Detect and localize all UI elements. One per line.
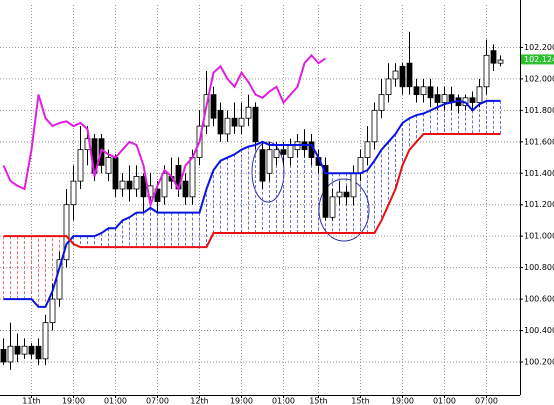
- y-tick-label: 100.400: [524, 326, 554, 335]
- candle-body: [441, 94, 448, 103]
- x-tick-label: 19:00: [391, 397, 414, 405]
- candle-body: [105, 157, 112, 174]
- y-tick-label: 100.800: [524, 263, 554, 272]
- candle-body: [350, 172, 357, 198]
- candle-body: [70, 180, 77, 206]
- candle-body: [343, 191, 350, 198]
- y-tick-label: 101.000: [524, 232, 554, 241]
- x-tick-label: 01:00: [433, 397, 456, 405]
- candle-body: [385, 78, 392, 96]
- candle-body: [329, 196, 336, 218]
- candle-body: [182, 180, 189, 198]
- y-tick-label: 101.600: [524, 137, 554, 146]
- candle-body: [434, 94, 441, 103]
- y-tick-label: 102.000: [524, 74, 554, 83]
- candle-body: [42, 322, 49, 360]
- candle-body: [210, 94, 217, 119]
- candle-body: [336, 191, 343, 198]
- x-tick-label: 19:00: [230, 397, 253, 405]
- candle-body: [112, 157, 119, 190]
- x-tick-label: 11th: [22, 397, 40, 405]
- y-tick-label: 101.400: [524, 169, 554, 178]
- candle-body: [35, 345, 42, 360]
- candle-body: [497, 59, 504, 64]
- indicator-line: [3, 99, 501, 308]
- candle-body: [224, 117, 231, 135]
- candle-body: [63, 204, 70, 261]
- candle-body: [476, 86, 483, 103]
- last-price-label: 102.124: [524, 55, 554, 64]
- candle-body: [266, 149, 273, 174]
- x-tick-label: 15th: [309, 397, 327, 405]
- candle-body: [413, 86, 420, 96]
- x-tick-label: 15th: [351, 397, 369, 405]
- candle-body: [140, 176, 147, 198]
- candle-body: [252, 106, 259, 143]
- candle-body: [133, 176, 140, 190]
- y-tick-label: 101.800: [524, 106, 554, 115]
- candle-body: [399, 65, 406, 88]
- x-tick-label: 12th: [190, 397, 208, 405]
- candle-body: [490, 50, 497, 64]
- candle-body: [28, 345, 35, 355]
- candle-body: [189, 157, 196, 198]
- candle-body: [483, 54, 490, 88]
- candle-body: [119, 180, 126, 190]
- candle-body: [378, 94, 385, 111]
- x-tick-label: 01:00: [104, 397, 127, 405]
- x-tick-label: 07:00: [146, 397, 169, 405]
- candle-body: [238, 117, 245, 127]
- candle-body: [280, 149, 287, 155]
- x-tick-label: 01:00: [272, 397, 295, 405]
- candle-body: [231, 117, 238, 127]
- candle-body: [287, 144, 294, 158]
- candle-body: [161, 172, 168, 198]
- candle-body: [406, 62, 413, 88]
- candle-body: [217, 109, 224, 135]
- candle-body: [21, 345, 28, 355]
- candle-body: [14, 345, 21, 355]
- candle-body: [126, 180, 133, 190]
- last-price-box: [521, 54, 554, 65]
- x-tick-label: 07:00: [475, 397, 498, 405]
- candle-body: [7, 345, 14, 363]
- candle-body: [77, 149, 84, 182]
- y-tick-label: 100.600: [524, 295, 554, 304]
- y-tick-label: 100.200: [524, 357, 554, 366]
- candle-body: [371, 109, 378, 143]
- candle-body: [322, 165, 329, 218]
- indicator-line: [2, 53, 327, 209]
- candle-body: [427, 86, 434, 99]
- candle-body: [0, 348, 7, 363]
- candle-body: [357, 157, 364, 174]
- candle-body: [49, 298, 56, 324]
- y-tick-label: 102.200: [524, 43, 554, 52]
- indicator-line: [3, 132, 501, 249]
- candle-body: [364, 141, 371, 158]
- y-tick-label: 101.200: [524, 200, 554, 209]
- candle-body: [245, 106, 252, 119]
- candle-body: [273, 149, 280, 158]
- candle-body: [469, 97, 476, 103]
- candle-body: [392, 70, 399, 80]
- x-tick-label: 19:00: [62, 397, 85, 405]
- candle-body: [259, 149, 266, 182]
- candle-body: [420, 86, 427, 96]
